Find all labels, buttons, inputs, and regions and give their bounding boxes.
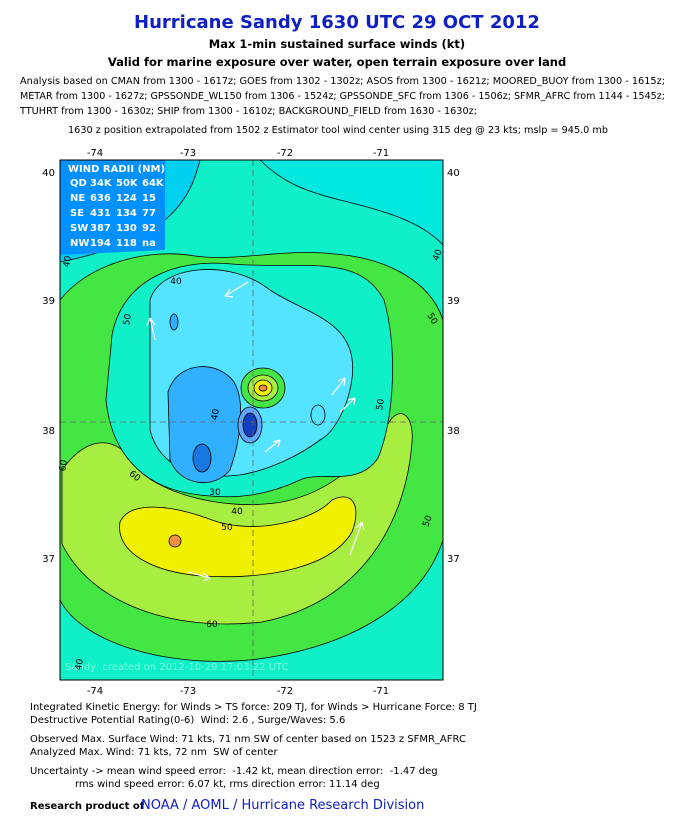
contour-label: 40 — [62, 255, 74, 268]
position-note: 1630 z position extrapolated from 1502 z… — [68, 125, 608, 136]
credit: NOAA / AOML / Hurricane Research Divisio… — [141, 798, 424, 813]
wind-radii-cell: 636 — [90, 193, 111, 204]
wind-radii-cell: 50K — [116, 178, 139, 189]
lon-label: -73 — [180, 686, 196, 697]
footer-line: rms wind speed error: 6.07 kt, rms direc… — [75, 779, 380, 790]
lat-label: 40 — [42, 168, 55, 179]
wind-radii-cell: 118 — [116, 238, 137, 249]
lon-label: -73 — [180, 148, 196, 159]
contour-label: 50 — [221, 523, 233, 533]
footer-line: Uncertainty -> mean wind speed error: -1… — [30, 766, 438, 777]
contour-label: 60 — [206, 620, 218, 630]
wind-radii-cell: SE — [70, 208, 84, 219]
contour-label: 40 — [431, 248, 444, 262]
contour-label: 60 — [58, 459, 70, 472]
wind-field: Sandy created on 2012-10-29 17:03:22 UTC — [60, 160, 443, 680]
lat-label: 38 — [447, 426, 460, 437]
wind-radii-cell: 92 — [142, 223, 156, 234]
contour-label: 40 — [170, 277, 182, 287]
subtitle: Max 1-min sustained surface winds (kt) — [209, 37, 465, 51]
lon-label: -72 — [277, 148, 293, 159]
lon-label: -74 — [87, 148, 103, 159]
lon-label: -71 — [373, 686, 389, 697]
footer-line: Integrated Kinetic Energy: for Winds > T… — [30, 702, 477, 713]
wind-radii-cell: 124 — [116, 193, 137, 204]
contour-label: 40 — [231, 507, 243, 517]
credit-prefix: Research product of — [30, 801, 145, 812]
lat-label: 40 — [447, 168, 460, 179]
lat-label: 37 — [447, 554, 460, 565]
title: Hurricane Sandy 1630 UTC 29 OCT 2012 — [134, 12, 540, 33]
wind-radii-cell: NE — [70, 193, 85, 204]
map-frame — [59, 159, 444, 681]
wind-radii-cell: 387 — [90, 223, 111, 234]
lon-label: -74 — [87, 686, 103, 697]
wind-radii-cell: 431 — [90, 208, 111, 219]
contour-label: 40 — [210, 408, 222, 421]
wind-radii-cell: NW — [70, 238, 89, 249]
contour-label: 50 — [122, 313, 134, 326]
wind-radii-cell: 130 — [116, 223, 137, 234]
wind-radii-cell: QD — [70, 178, 87, 189]
watermark: Sandy created on 2012-10-29 17:03:22 UTC — [65, 662, 289, 673]
analysis-line: TTUHRT from 1300 - 1630z; SHIP from 1300… — [19, 106, 477, 117]
lat-label: 37 — [42, 554, 55, 565]
lat-label: 38 — [42, 426, 55, 437]
footer-line: Destructive Potential Rating(0-6) Wind: … — [30, 715, 345, 726]
wind-radii-cell: 34K — [90, 178, 113, 189]
wind-radii-cell: 77 — [142, 208, 156, 219]
contour-label: 30 — [209, 488, 221, 498]
wind-radii-cell: SW — [70, 223, 88, 234]
analysis-line: METAR from 1300 - 1627z; GPSSONDE_WL150 … — [20, 91, 665, 102]
validity: Valid for marine exposure over water, op… — [108, 55, 566, 69]
lon-label: -71 — [373, 148, 389, 159]
footer-line: Analyzed Max. Wind: 71 kts, 72 nm SW of … — [30, 747, 278, 758]
wind-radii-cell: 194 — [90, 238, 111, 249]
contour-label: 40 — [74, 658, 86, 671]
wind-radii-cell: 15 — [142, 193, 156, 204]
footer-line: Observed Max. Surface Wind: 71 kts, 71 n… — [30, 734, 466, 745]
wind-radii-title: WIND RADII (NM) — [68, 164, 165, 175]
wind-radii-cell: 134 — [116, 208, 137, 219]
wind-radii-cell: na — [142, 238, 156, 249]
lat-label: 39 — [42, 296, 55, 307]
contour-label: 50 — [375, 398, 387, 411]
wind-radii-cell: 64K — [142, 178, 165, 189]
lon-label: -72 — [277, 686, 293, 697]
analysis-line: Analysis based on CMAN from 1300 - 1617z… — [20, 76, 665, 87]
lat-label: 39 — [447, 296, 460, 307]
contour-label: 50 — [421, 514, 434, 528]
